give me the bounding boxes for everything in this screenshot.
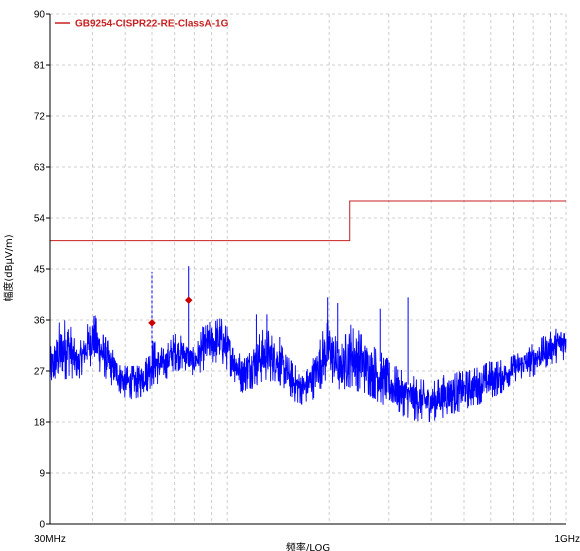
y-tick-label: 45 xyxy=(34,265,46,276)
x-tick-label: 30MHz xyxy=(34,534,66,545)
limit-polyline xyxy=(50,200,566,242)
y-tick-label: 72 xyxy=(34,112,46,123)
y-tick-label: 63 xyxy=(34,163,46,174)
y-tick-label: 90 xyxy=(34,10,46,21)
y-tick-label: 9 xyxy=(39,469,45,480)
peak-marker xyxy=(184,296,193,305)
measurement-trace xyxy=(49,315,567,423)
grid-lines xyxy=(50,13,567,524)
axes-frame xyxy=(49,14,566,525)
y-tick-label: 54 xyxy=(34,214,46,225)
y-tick-label: 81 xyxy=(34,61,46,72)
y-tick-labels: 0 9 18 27 36 45 54 63 72 81 90 xyxy=(34,10,50,531)
y-tick-label: 0 xyxy=(39,520,45,531)
y-axis-label: 幅度(dBμV/m) xyxy=(2,234,15,301)
spike-lines xyxy=(151,266,409,385)
y-tick-label: 18 xyxy=(34,418,46,429)
y-tick-label: 36 xyxy=(34,316,46,327)
trace-path xyxy=(49,315,567,423)
x-axis-label: 频率/LOG xyxy=(286,541,330,551)
peak-marker xyxy=(148,318,156,327)
y-tick-label: 27 xyxy=(34,367,46,378)
legend-entry-limit: GB9254-CISPR22-RE-ClassA-1G xyxy=(75,19,229,30)
legend: GB9254-CISPR22-RE-ClassA-1G xyxy=(55,19,229,30)
x-tick-labels: 30MHz 1GHz xyxy=(34,534,580,545)
limit-line xyxy=(50,200,566,242)
peak-markers xyxy=(148,296,193,327)
x-tick-label: 1GHz xyxy=(554,534,580,545)
